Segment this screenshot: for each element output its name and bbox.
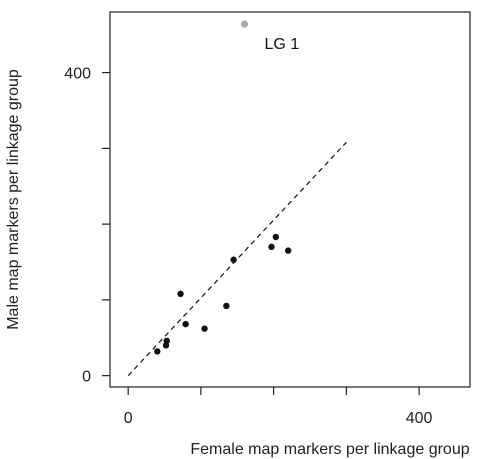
y-axis-label: Male map markers per linkage group — [5, 69, 22, 330]
outlier-point — [240, 20, 249, 28]
data-point-7 — [230, 256, 237, 263]
data-point-10 — [284, 247, 292, 254]
data-point-4 — [182, 320, 189, 328]
x-tick-label-1: 400 — [406, 410, 433, 427]
data-point-2 — [163, 337, 170, 344]
x-axis-label: Female map markers per linkage group — [190, 441, 469, 458]
data-point-5 — [201, 325, 208, 332]
reference-line — [127, 141, 347, 377]
y-tick-label-1: 400 — [64, 66, 91, 83]
data-point-3 — [177, 290, 184, 298]
plot-frame — [109, 11, 471, 388]
data-point-6 — [223, 302, 230, 310]
plot-area: 0 400 0 400 LG 1 Female map markers per linka… — [5, 11, 471, 458]
data-point-0 — [154, 348, 161, 355]
x-tick-label-0: 0 — [124, 410, 133, 427]
data-point-8 — [268, 243, 275, 251]
outlier-label: LG 1 — [265, 36, 300, 53]
y-tick-label-0: 0 — [82, 369, 91, 386]
data-point-9 — [272, 233, 280, 241]
